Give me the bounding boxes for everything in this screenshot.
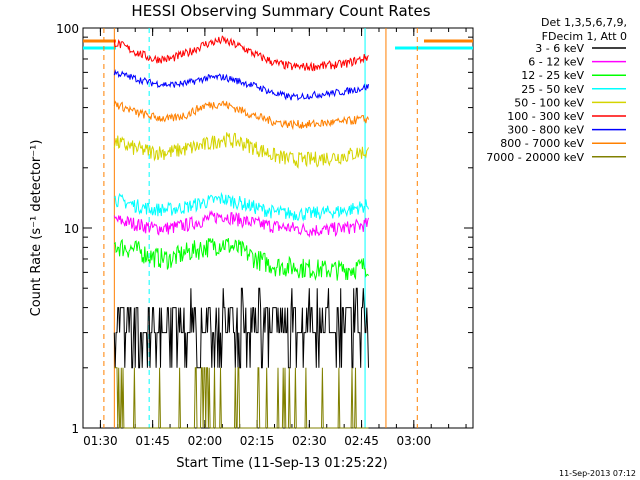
x-axis-label: Start Time (11-Sep-13 01:25:22): [176, 456, 387, 471]
x-tick-label: 02:45: [344, 434, 379, 448]
legend-entry-label: 6 - 12 keV: [528, 56, 584, 69]
x-tick-label: 02:15: [240, 434, 275, 448]
series-line-7: [113, 100, 369, 131]
series-line-5: [113, 35, 369, 72]
plot-area: 01:30 01:45 02:00 02:15 02:30 02:45 03:00 1 10 10…: [56, 22, 474, 448]
legend-entry-label: 50 - 100 keV: [514, 96, 584, 109]
series-line-4: [113, 132, 369, 169]
legend-entry-label: 300 - 800 keV: [507, 124, 584, 137]
legend-entry-label: 800 - 7000 keV: [500, 137, 584, 150]
chart-title: HESSI Observing Summary Count Rates: [131, 2, 430, 20]
series-line-0: [113, 287, 369, 369]
y-axis-label: Count Rate (s⁻¹ detector⁻¹): [29, 140, 44, 317]
legend-header-line-1: Det 1,3,5,6,7,9,: [541, 16, 627, 29]
series-line-3: [113, 191, 369, 222]
series-line-6: [113, 69, 369, 101]
legend-entry-label: 25 - 50 keV: [521, 83, 584, 96]
y-tick-label: 10: [64, 222, 79, 236]
y-tick-label: 1: [71, 422, 79, 436]
x-tick-label: 02:00: [188, 434, 223, 448]
legend-entry-label: 100 - 300 keV: [507, 110, 584, 123]
legend-entry-label: 3 - 6 keV: [535, 42, 584, 55]
series-line-8: [114, 367, 369, 429]
legend-entry-label: 7000 - 20000 keV: [486, 151, 584, 164]
x-tick-label: 02:30: [292, 434, 327, 448]
series-line-1: [113, 209, 369, 238]
y-tick-label: 100: [56, 22, 79, 36]
series-line-2: [113, 237, 369, 281]
x-tick-label: 01:30: [83, 434, 118, 448]
legend-header-line-2: FDecim 1, Att 0: [542, 30, 627, 43]
x-tick-label: 01:45: [135, 434, 170, 448]
x-tick-label: 03:00: [397, 434, 432, 448]
legend-entry-label: 12 - 25 keV: [521, 69, 584, 82]
timestamp-annotation: 11-Sep-2013 07:12: [559, 469, 636, 478]
